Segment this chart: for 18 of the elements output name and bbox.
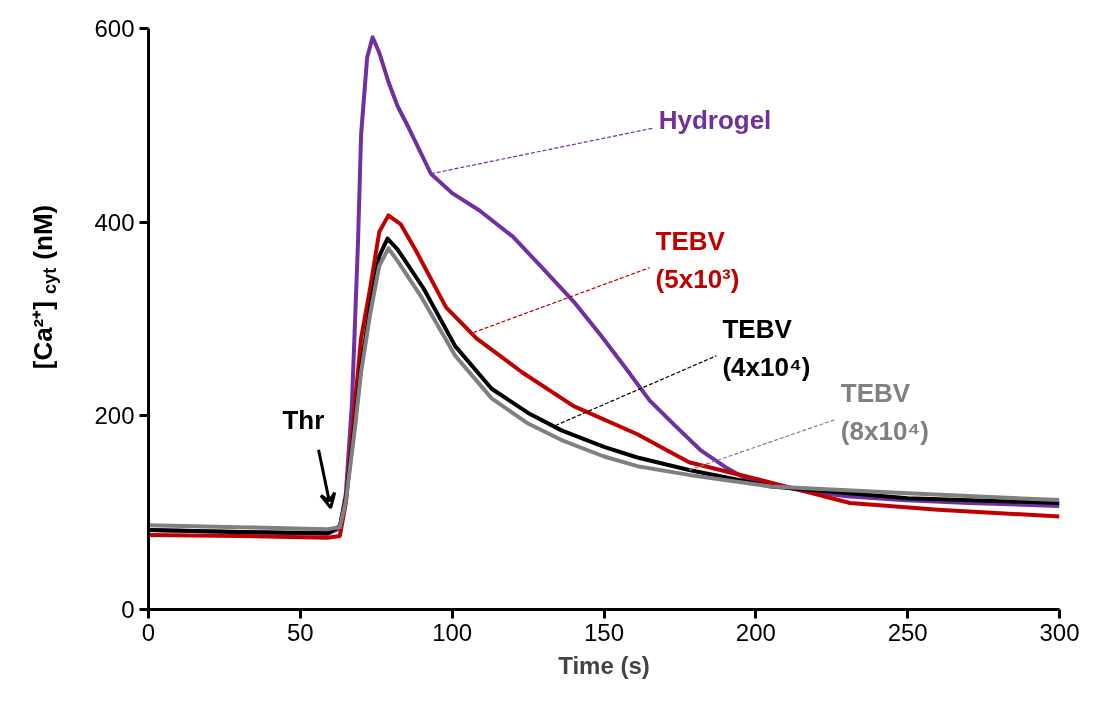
y-tick-label: 0 bbox=[121, 596, 135, 623]
x-axis-title: Time (s) bbox=[558, 651, 650, 679]
x-tick-label: 0 bbox=[141, 618, 156, 646]
annotation: Thr bbox=[282, 405, 325, 436]
annotation: TEBV (8x10⁴) bbox=[840, 378, 929, 446]
y-tick-label: 600 bbox=[94, 15, 135, 42]
y-axis-title: [Ca²⁺]cyt (nM) bbox=[27, 204, 60, 370]
annotation: Hydrogel bbox=[658, 105, 772, 136]
y-tick-label: 200 bbox=[94, 402, 135, 430]
x-tick-label: 50 bbox=[286, 618, 314, 646]
y-tick-label: 400 bbox=[94, 208, 135, 236]
annotation: TEBV (5x10³) bbox=[655, 226, 740, 294]
x-tick-label: 200 bbox=[735, 618, 776, 646]
x-tick-label: 100 bbox=[432, 618, 473, 646]
annotation: TEBV (4x10⁴) bbox=[722, 314, 811, 382]
x-tick-label: 300 bbox=[1039, 618, 1080, 646]
x-tick-label: 250 bbox=[887, 618, 928, 646]
x-tick-label: 150 bbox=[583, 618, 625, 646]
